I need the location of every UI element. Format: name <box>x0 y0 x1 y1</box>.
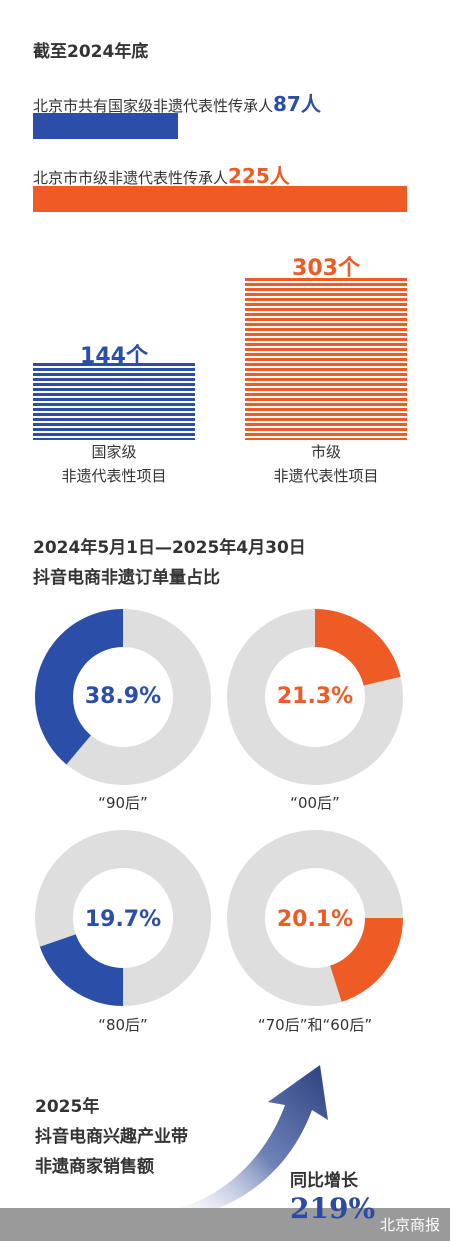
donut-slice <box>34 609 123 765</box>
growth-label: 同比增长 <box>290 1171 358 1191</box>
donut-slice <box>315 609 401 686</box>
donut-00s <box>225 607 405 787</box>
municipal-inheritors-bar <box>33 186 407 212</box>
donut-00s-svg <box>227 609 403 785</box>
donut-70s-60s-svg <box>227 830 403 1006</box>
municipal-projects-label-line2: 非遗代表性项目 <box>273 467 379 485</box>
orders-title-line2: 抖音电商非遗订单量占比 <box>33 568 220 588</box>
municipal-inheritors-label: 北京市市级非遗代表性传承人225人 <box>33 160 290 189</box>
donut-70s-60s <box>225 828 405 1008</box>
municipal-inheritors-prefix: 北京市市级非遗代表性传承人 <box>33 169 229 187</box>
donut-80s-percent: 19.7% <box>84 907 162 932</box>
donut-80s-label: “80后” <box>98 1016 148 1034</box>
donut-00s-percent: 21.3% <box>276 684 354 709</box>
footer-source: 北京商报 <box>379 1216 440 1234</box>
national-projects-label-line1: 国家级 <box>91 443 137 461</box>
donut-90s-label: “90后” <box>98 794 148 812</box>
donut-90s <box>33 607 213 787</box>
national-inheritors-number: 87人 <box>273 92 321 116</box>
section-heading: 截至2024年底 <box>33 42 149 62</box>
national-inheritors-prefix: 北京市共有国家级非遗代表性传承人 <box>33 97 274 115</box>
municipal-projects-count: 303个 <box>292 256 360 281</box>
national-inheritors-label: 北京市共有国家级非遗代表性传承人87人 <box>33 88 321 117</box>
donut-80s <box>33 828 213 1008</box>
donut-80s-svg <box>35 830 211 1006</box>
growth-value: 219% <box>290 1192 376 1225</box>
sales-line3: 非遗商家销售额 <box>35 1157 154 1177</box>
orders-title-line1: 2024年5月1日—2025年4月30日 <box>33 538 306 558</box>
donut-90s-svg <box>34 609 211 785</box>
footer-bar <box>0 1208 450 1241</box>
national-projects-label-line2: 非遗代表性项目 <box>61 467 167 485</box>
municipal-projects-label-line1: 市级 <box>310 443 341 461</box>
national-projects-bar <box>33 363 195 440</box>
donut-00s-label: “00后” <box>290 794 340 812</box>
national-inheritors-bar <box>33 113 178 139</box>
donut-70s-60s-label: “70后”和“60后” <box>257 1016 373 1034</box>
projects-chart: 144个 国家级 非遗代表性项目 303个 市级 非遗代表性项目 <box>33 0 413 520</box>
municipal-inheritors-number: 225人 <box>228 164 290 188</box>
growth-arrow <box>170 1065 328 1218</box>
donut-90s-percent: 38.9% <box>84 684 162 709</box>
sales-line2: 抖音电商兴趣产业带 <box>35 1127 188 1147</box>
national-projects-label: 国家级 非遗代表性项目 <box>33 440 195 488</box>
donut-70s-60s-percent: 20.1% <box>276 907 354 932</box>
donut-slice <box>39 934 123 1006</box>
municipal-projects-bar <box>245 278 407 440</box>
municipal-projects-label: 市级 非遗代表性项目 <box>245 440 407 488</box>
donut-slice <box>330 918 403 1002</box>
sales-line1: 2025年 <box>35 1097 100 1117</box>
